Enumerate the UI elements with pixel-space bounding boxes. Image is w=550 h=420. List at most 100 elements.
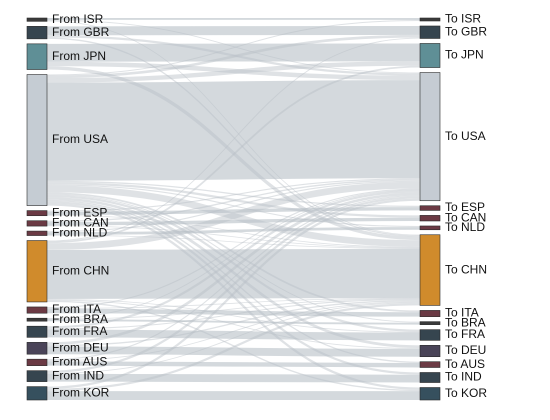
target-node-ita — [419, 310, 441, 317]
source-label-can: From CAN — [52, 216, 109, 230]
flow-nld-to-chn — [46, 234, 421, 249]
flow-ita-to-usa — [46, 188, 421, 309]
target-label-usa: To USA — [445, 129, 486, 143]
flow-usa-to-usa — [46, 80, 421, 181]
flow-usa-to-nld — [46, 184, 421, 228]
source-label-kor: From KOR — [52, 385, 110, 399]
target-label-fra: To FRA — [445, 327, 485, 341]
flow-nld-to-nld — [46, 227, 421, 235]
source-node-gbr — [26, 26, 48, 40]
flow-chn-to-chn — [46, 248, 421, 300]
flow-aus-to-aus — [46, 361, 421, 368]
flow-deu-to-chn — [46, 300, 421, 347]
flow-chn-to-fra — [46, 298, 421, 333]
flow-nld-to-usa — [46, 180, 421, 233]
flow-usa-to-gbr — [46, 34, 421, 79]
source-label-fra: From FRA — [52, 324, 107, 338]
target-label-deu: To DEU — [445, 343, 486, 357]
source-node-deu — [26, 342, 48, 355]
source-label-usa: From USA — [52, 132, 108, 146]
source-label-isr: From ISR — [52, 12, 104, 26]
target-label-can: To CAN — [445, 210, 486, 224]
flow-usa-to-jpn — [46, 61, 421, 83]
source-label-jpn: From JPN — [52, 49, 106, 63]
flow-chn-to-usa — [46, 181, 421, 250]
flow-ita-to-ita — [46, 308, 421, 317]
source-label-aus: From AUS — [52, 355, 107, 369]
target-node-kor — [419, 387, 441, 401]
source-node-can — [26, 220, 48, 227]
target-node-ind — [419, 372, 441, 383]
flow-deu-to-usa — [46, 192, 421, 346]
source-label-nld: From NLD — [52, 225, 108, 239]
target-node-aus — [419, 361, 441, 368]
flow-usa-to-esp — [46, 180, 421, 208]
source-label-bra: From BRA — [52, 312, 108, 326]
target-label-gbr: To GBR — [445, 24, 487, 38]
target-label-ita: To ITA — [445, 306, 479, 320]
source-node-nld — [26, 230, 48, 236]
source-node-esp — [26, 210, 48, 217]
source-node-aus — [26, 358, 48, 366]
flow-chn-to-gbr — [46, 37, 421, 242]
flow-kor-to-chn — [46, 303, 421, 392]
target-node-esp — [419, 205, 441, 211]
flow-can-to-usa — [46, 179, 421, 223]
flow-ind-to-usa — [46, 196, 421, 373]
flow-bra-to-bra — [46, 319, 421, 325]
target-label-kor: To KOR — [445, 386, 487, 400]
source-label-deu: From DEU — [52, 340, 109, 354]
source-node-kor — [26, 386, 48, 401]
flow-ind-to-ind — [46, 373, 421, 383]
source-node-chn — [26, 240, 48, 303]
flow-fra-to-fra — [46, 329, 421, 341]
flow-ita-to-chn — [46, 297, 421, 309]
source-label-ita: From ITA — [52, 302, 101, 316]
source-label-esp: From ESP — [52, 205, 107, 219]
source-node-fra — [26, 325, 48, 338]
flow-jpn-to-usa — [46, 61, 421, 81]
flow-bra-to-usa — [46, 189, 421, 319]
source-node-jpn — [26, 43, 48, 70]
target-label-nld: To NLD — [445, 220, 485, 234]
flow-can-to-chn — [46, 225, 421, 249]
target-label-aus: To AUS — [445, 357, 485, 371]
flow-usa-to-chn — [46, 185, 421, 247]
flow-chn-to-jpn — [46, 65, 421, 244]
target-label-jpn: To JPN — [445, 48, 484, 62]
flow-chn-to-kor — [46, 300, 421, 392]
target-node-fra — [419, 329, 441, 341]
target-node-nld — [419, 225, 441, 231]
target-label-chn: To CHN — [445, 262, 487, 276]
target-label-bra: To BRA — [445, 315, 486, 329]
target-label-ind: To IND — [445, 370, 482, 384]
flow-fra-to-usa — [46, 190, 421, 329]
source-label-ind: From IND — [52, 368, 104, 382]
target-node-jpn — [419, 43, 441, 68]
flow-chn-to-deu — [46, 299, 421, 349]
source-node-ind — [26, 370, 48, 382]
flow-usa-to-isr — [46, 20, 421, 76]
flow-aus-to-usa — [46, 195, 421, 361]
flow-usa-to-can — [46, 182, 421, 218]
flow-can-to-can — [46, 217, 421, 226]
target-node-gbr — [419, 25, 441, 39]
flow-esp-to-esp — [46, 207, 421, 216]
target-label-esp: To ESP — [445, 200, 485, 214]
target-label-isr: To ISR — [445, 12, 481, 26]
target-node-can — [419, 215, 441, 222]
target-node-isr — [419, 17, 441, 22]
flow-esp-to-usa — [46, 178, 421, 212]
target-node-usa — [419, 72, 441, 202]
flow-ind-to-chn — [46, 302, 421, 374]
flow-deu-to-deu — [46, 346, 421, 357]
flow-bra-to-chn — [46, 298, 421, 320]
target-node-bra — [419, 321, 441, 325]
source-label-chn: From CHN — [52, 263, 109, 277]
flow-aus-to-chn — [46, 301, 421, 362]
source-node-usa — [26, 74, 48, 206]
source-node-ita — [26, 306, 48, 314]
sankey-nodes — [26, 17, 441, 401]
target-node-deu — [419, 345, 441, 358]
